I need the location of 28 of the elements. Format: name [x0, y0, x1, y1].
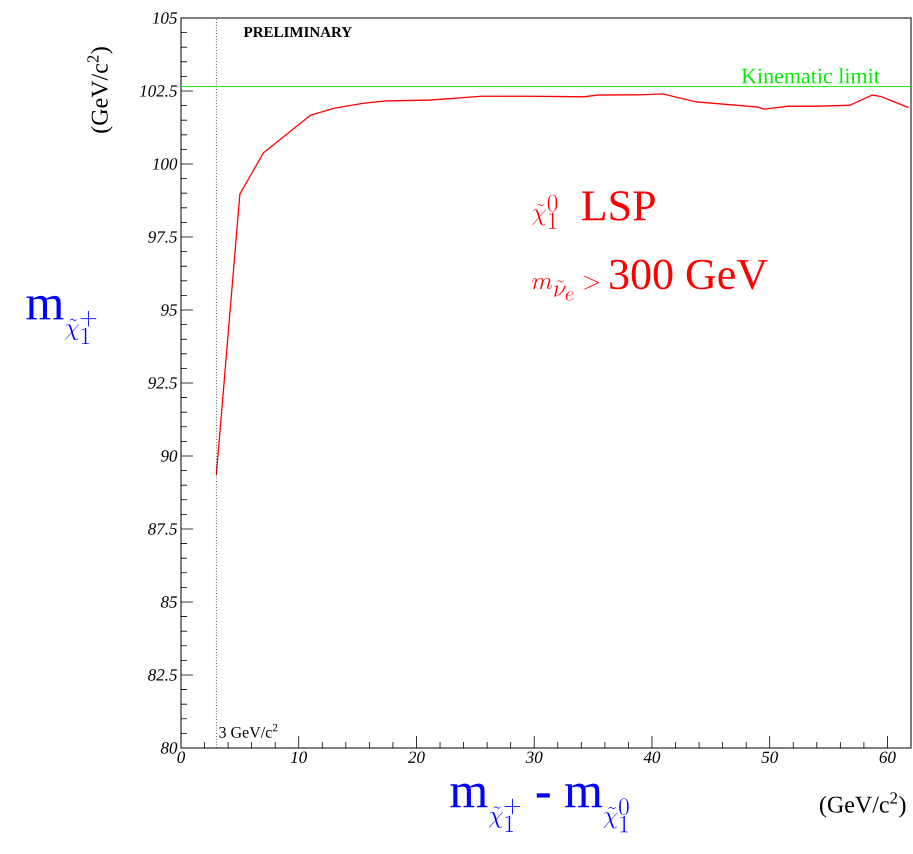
- y-tick-label: 90: [160, 450, 178, 462]
- y-tick-label: 100: [152, 158, 178, 170]
- y-tick-label: 92.5: [148, 377, 177, 389]
- x-tick-label: 0: [177, 752, 186, 763]
- y-tick-label: 85: [160, 596, 177, 608]
- ref-line-label: 3 GeV/c$^{2}$: [219, 724, 278, 738]
- y-tick-label: 105: [152, 12, 177, 24]
- line-series: [216, 93, 910, 476]
- x-tick-label: 30: [526, 752, 543, 763]
- x-axis-title: $\mathrm{m}_{\tilde{\chi}^{+}_{1}}\ \textbf{-}\ \mathrm{m}_{\tilde{\chi}^{0}_{1}}$: [450, 784, 629, 832]
- y-tick-label: 82.5: [148, 669, 177, 681]
- x-tick-label: 40: [644, 752, 660, 763]
- text: (GeV/c$^{2}$): [87, 47, 113, 133]
- annotation: $m_{\tilde{\nu}_{e}} > \mathrm{300\ GeV}$: [532, 260, 768, 301]
- x-tick-label: 20: [408, 752, 425, 763]
- y-tick-label: 95: [160, 304, 177, 316]
- x-tick-label: 10: [290, 752, 308, 763]
- annotation: $\tilde{\chi}^{0}_{1}\ \ \mathrm{LSP}$: [532, 191, 655, 229]
- ref-line-label: Kinematic limit: [742, 68, 880, 84]
- x-tick-label: 50: [761, 752, 778, 763]
- y-axis-title: $\mathrm{m}_{\tilde{\chi}^{+}_{1}}$: [26, 296, 96, 344]
- y-tick-label: 87.5: [148, 523, 177, 535]
- y-tick-label: 97.5: [148, 231, 177, 243]
- y-tick-label: 102.5: [140, 85, 177, 97]
- annotation: PRELIMINARY: [244, 27, 352, 37]
- y-tick-label: 80: [160, 742, 178, 754]
- text: (GeV/c$^{2}$): [820, 792, 906, 818]
- x-tick-label: 60: [880, 752, 896, 763]
